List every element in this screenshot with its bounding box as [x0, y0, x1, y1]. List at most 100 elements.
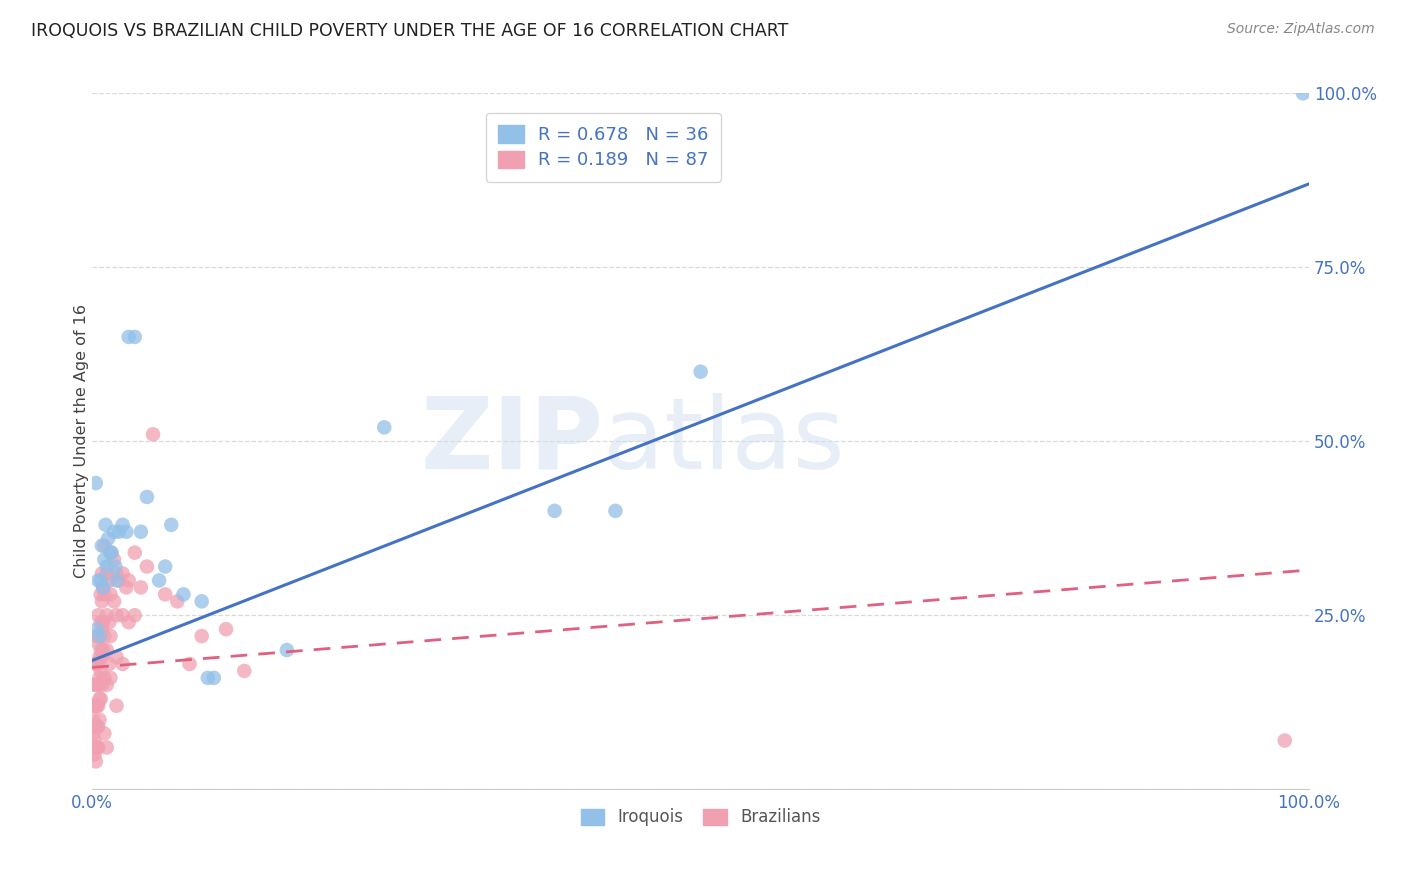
- Point: [153, 587, 176, 601]
- Point: [129, 524, 152, 539]
- Point: [90, 594, 112, 608]
- Point: [115, 581, 138, 595]
- Point: [89, 671, 111, 685]
- Point: [100, 546, 122, 560]
- Point: [100, 546, 122, 560]
- Point: [142, 427, 165, 442]
- Point: [129, 581, 152, 595]
- Point: [87, 657, 110, 671]
- Point: [104, 559, 127, 574]
- Point: [90, 691, 112, 706]
- Point: [91, 581, 114, 595]
- Point: [93, 726, 115, 740]
- Point: [108, 524, 131, 539]
- Point: [86, 678, 108, 692]
- Point: [98, 574, 121, 588]
- Point: [93, 671, 115, 685]
- Point: [82, 698, 104, 713]
- Point: [605, 504, 627, 518]
- Point: [233, 664, 256, 678]
- Point: [124, 546, 146, 560]
- Point: [103, 594, 125, 608]
- Point: [87, 740, 110, 755]
- Point: [84, 755, 107, 769]
- Point: [103, 552, 125, 566]
- Point: [87, 678, 110, 692]
- Point: [105, 608, 128, 623]
- Point: [93, 552, 115, 566]
- Point: [94, 517, 117, 532]
- Point: [90, 643, 112, 657]
- Point: [86, 622, 108, 636]
- Point: [84, 678, 107, 692]
- Point: [87, 608, 110, 623]
- Point: [90, 615, 112, 630]
- Point: [83, 720, 105, 734]
- Point: [87, 574, 110, 588]
- Point: [90, 678, 112, 692]
- Point: [86, 740, 108, 755]
- Point: [105, 566, 128, 581]
- Point: [190, 594, 212, 608]
- Point: [105, 574, 128, 588]
- Point: [111, 517, 134, 532]
- Point: [83, 698, 105, 713]
- Point: [689, 365, 711, 379]
- Point: [84, 698, 107, 713]
- Point: [90, 539, 112, 553]
- Point: [276, 643, 298, 657]
- Legend: Iroquois, Brazilians: Iroquois, Brazilians: [574, 802, 827, 833]
- Point: [89, 629, 111, 643]
- Point: [91, 615, 114, 630]
- Point: [118, 615, 141, 630]
- Point: [90, 650, 112, 665]
- Point: [90, 566, 112, 581]
- Point: [124, 330, 146, 344]
- Point: [90, 622, 112, 636]
- Point: [124, 608, 146, 623]
- Point: [89, 629, 111, 643]
- Point: [172, 587, 194, 601]
- Point: [160, 517, 183, 532]
- Point: [97, 532, 120, 546]
- Point: [96, 643, 118, 657]
- Y-axis label: Child Poverty Under the Age of 16: Child Poverty Under the Age of 16: [73, 304, 89, 578]
- Point: [96, 740, 118, 755]
- Point: [93, 629, 115, 643]
- Point: [83, 678, 105, 692]
- Point: [89, 650, 111, 665]
- Point: [100, 587, 122, 601]
- Point: [87, 698, 110, 713]
- Point: [111, 566, 134, 581]
- Point: [148, 574, 170, 588]
- Point: [108, 574, 131, 588]
- Point: [190, 629, 212, 643]
- Point: [118, 330, 141, 344]
- Text: IROQUOIS VS BRAZILIAN CHILD POVERTY UNDER THE AGE OF 16 CORRELATION CHART: IROQUOIS VS BRAZILIAN CHILD POVERTY UNDE…: [31, 22, 789, 40]
- Point: [543, 504, 565, 518]
- Point: [84, 720, 107, 734]
- Point: [82, 726, 104, 740]
- Point: [96, 559, 118, 574]
- Point: [89, 691, 111, 706]
- Point: [87, 720, 110, 734]
- Point: [86, 720, 108, 734]
- Point: [96, 608, 118, 623]
- Text: atlas: atlas: [603, 392, 845, 490]
- Point: [98, 615, 121, 630]
- Point: [83, 747, 105, 762]
- Point: [100, 671, 122, 685]
- Point: [136, 559, 159, 574]
- Point: [197, 671, 219, 685]
- Point: [90, 664, 112, 678]
- Point: [153, 559, 176, 574]
- Point: [86, 698, 108, 713]
- Point: [179, 657, 201, 671]
- Point: [98, 657, 121, 671]
- Point: [105, 650, 128, 665]
- Point: [373, 420, 395, 434]
- Point: [93, 587, 115, 601]
- Point: [118, 574, 141, 588]
- Point: [111, 608, 134, 623]
- Point: [90, 574, 112, 588]
